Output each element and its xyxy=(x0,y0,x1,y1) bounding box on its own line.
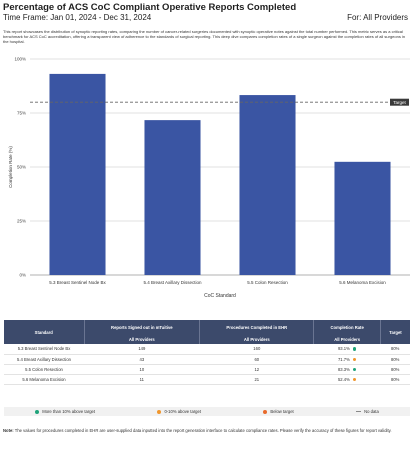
status-dot-icon xyxy=(352,367,357,372)
cell-target: 80% xyxy=(380,344,410,355)
target-label-bg xyxy=(390,98,409,106)
completion-table: Standard Reports Signed out in mTuitive … xyxy=(4,320,410,385)
col-header-standard: Standard xyxy=(4,320,85,344)
subheader-signed: All Providers xyxy=(84,334,201,344)
cell-target: 80% xyxy=(380,364,410,375)
x-axis-label: CoC Standard xyxy=(204,293,236,299)
bar xyxy=(49,73,106,276)
cell-rate: 83.3% xyxy=(313,364,381,375)
cell-rate: 71.7% xyxy=(313,354,381,365)
col-header-rate: Completion Rate xyxy=(313,320,381,334)
rate-value: 93.1% xyxy=(337,346,350,352)
cell-signed: 43 xyxy=(84,354,200,365)
cell-standard: 5.3 Breast Sentinel Node Bx xyxy=(4,344,84,355)
status-legend: More than 10% above target 0-10% above t… xyxy=(4,407,410,416)
subheader-completed: All Providers xyxy=(199,334,315,344)
table-row: 5.4 Breast Axillary Dissection 43 60 71.… xyxy=(4,354,410,365)
cell-rate: 93.1% xyxy=(313,344,381,355)
time-frame: Time Frame: Jan 01, 2024 - Dec 31, 2024 xyxy=(3,13,152,22)
col-header-completed: Procedures Completed in EHR xyxy=(199,320,315,334)
status-dot-icon xyxy=(352,357,357,362)
y-tick-label: 100% xyxy=(14,57,26,62)
legend-nodata: No data xyxy=(356,409,379,414)
cell-target: 80% xyxy=(380,374,410,385)
x-tick-label: 5.6 Melanoma Excision xyxy=(339,280,386,285)
x-tick-label: 5.4 Breast Axillary Dissection xyxy=(143,280,202,285)
completion-rate-chart: 0% 25% 50% 75% 100% 5.3 Breast Sentinel Node … xyxy=(8,57,410,299)
bar xyxy=(239,95,296,276)
orange-dot-icon xyxy=(157,409,162,414)
green-dot-icon xyxy=(35,409,40,414)
y-tick-label: 50% xyxy=(17,165,26,170)
bar xyxy=(334,161,391,275)
cell-signed: 10 xyxy=(84,364,200,375)
provider-filter: For: All Providers xyxy=(347,13,408,22)
cell-signed: 11 xyxy=(84,374,200,385)
cell-completed: 160 xyxy=(199,344,314,355)
table-row: 5.3 Breast Sentinel Node Bx 149 160 93.1… xyxy=(4,344,410,355)
bar xyxy=(144,120,201,276)
rate-value: 83.3% xyxy=(337,366,350,372)
x-tick-label: 5.3 Breast Sentinel Node Bx xyxy=(49,280,106,285)
y-axis-label: Completion Rate (%) xyxy=(8,146,13,188)
rate-value: 52.4% xyxy=(337,376,350,382)
cell-standard: 5.4 Breast Axillary Dissection xyxy=(4,354,84,365)
legend-above: More than 10% above target xyxy=(35,409,95,414)
y-tick-label: 25% xyxy=(17,219,26,224)
legend-near: 0-10% above target xyxy=(157,409,201,414)
col-header-signed: Reports Signed out in mTuitive xyxy=(84,320,201,334)
rate-value: 71.7% xyxy=(337,356,350,362)
table-row: 5.6 Melanoma Excision 11 21 52.4% 80% xyxy=(4,374,410,385)
cell-signed: 149 xyxy=(84,344,200,355)
table-row: 5.5 Colon Resection 10 12 83.3% 80% xyxy=(4,364,410,375)
target-label: Target xyxy=(393,100,406,105)
red-dot-icon xyxy=(263,409,268,414)
status-dot-icon xyxy=(352,347,357,351)
col-header-target: Target xyxy=(380,320,410,344)
dash-icon xyxy=(356,411,362,412)
cell-completed: 12 xyxy=(199,364,314,375)
cell-standard: 5.6 Melanoma Excision xyxy=(4,374,84,385)
legend-below: Below target xyxy=(263,409,294,414)
x-tick-label: 5.5 Colon Resection xyxy=(247,280,288,285)
cell-completed: 21 xyxy=(199,374,314,385)
cell-rate: 52.4% xyxy=(313,374,381,385)
y-tick-label: 75% xyxy=(17,111,26,116)
page-title: Percentage of ACS CoC Compliant Operativ… xyxy=(3,2,297,13)
status-dot-icon xyxy=(352,377,357,382)
y-tick-label: 0% xyxy=(19,273,26,278)
footnote: Note: The values for procedures complete… xyxy=(3,428,392,433)
cell-target: 80% xyxy=(380,354,410,365)
cell-completed: 60 xyxy=(199,354,314,365)
report-description: This report showcases the distribution o… xyxy=(3,29,406,45)
cell-standard: 5.5 Colon Resection xyxy=(4,364,84,375)
subheader-rate: All Providers xyxy=(313,334,381,344)
